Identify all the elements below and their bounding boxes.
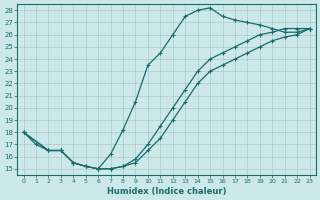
X-axis label: Humidex (Indice chaleur): Humidex (Indice chaleur) bbox=[107, 187, 226, 196]
